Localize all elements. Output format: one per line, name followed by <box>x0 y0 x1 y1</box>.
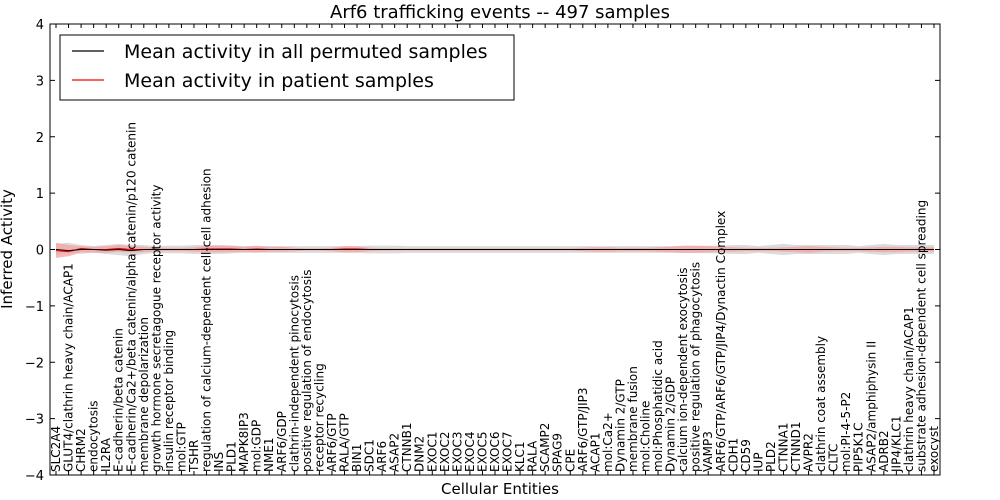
legend: Mean activity in all permuted samples Mea… <box>59 34 515 101</box>
x-tick-label: E-cadherin/Ca2+/beta catenin/alpha caten… <box>124 122 138 472</box>
x-tick-label: CHRM2 <box>74 428 88 472</box>
legend-box <box>59 34 515 101</box>
x-tick-label: CTNNA1 <box>777 422 791 472</box>
x-tick-label: JIP4/KLC1 <box>889 415 903 473</box>
x-tick-label: EXOC4 <box>463 432 477 473</box>
x-tick-label: EXOC7 <box>501 432 515 473</box>
x-tick-label: receptor recycling <box>312 363 326 472</box>
x-tick-label: CPE <box>563 449 577 472</box>
x-tick-label: SDC1 <box>363 439 377 472</box>
x-tick-label: Dynamin 2/GDP <box>664 377 678 472</box>
x-tick-label: ARF6/GTP/JIP3 <box>576 387 590 472</box>
x-tick-label: CLTC <box>827 444 841 472</box>
x-tick-label: endocytosis <box>87 400 101 472</box>
y-tick-label: 1 <box>36 187 44 202</box>
x-tick-label: positive regulation of phagocytosis <box>689 262 703 472</box>
x-tick-label: EXOC1 <box>425 432 439 473</box>
x-tick-label: membrane depolarization <box>137 317 151 472</box>
x-tick-label: PLD2 <box>764 441 778 472</box>
y-tick-label: 0 <box>36 244 44 259</box>
x-tick-label: PLD1 <box>225 441 239 472</box>
x-tick-label: ADRB2 <box>877 430 891 472</box>
legend-entry: Mean activity in patient samples <box>124 70 434 92</box>
x-tick-label: SCAMP2 <box>538 423 552 472</box>
x-tick-label: VAMP3 <box>701 431 715 472</box>
x-tick-label: ARF6/GTP/ARF6/GTP/JIP4/Dynactin Complex <box>714 211 728 472</box>
x-tick-label: RALA <box>526 440 540 472</box>
x-tick-label: EXOC2 <box>438 432 452 473</box>
x-tick-label: TSHR <box>187 440 201 473</box>
x-tick-label: ASAP2/amphiphysin II <box>864 341 878 472</box>
y-axis: −4 −3 −2 −1 0 1 2 3 4 <box>25 18 940 484</box>
x-tick-label: GLUT4/clathrin heavy chain/ACAP1 <box>62 263 76 472</box>
patient-band <box>56 242 934 258</box>
x-tick-label: regulation of calcium-dependent cell-cel… <box>200 168 214 472</box>
x-tick-label: IUP <box>751 452 765 472</box>
x-tick-label: CDH1 <box>726 438 740 472</box>
x-tick-label: CD59 <box>739 439 753 472</box>
y-tick-label: −3 <box>25 413 44 428</box>
plot-area <box>55 242 934 258</box>
x-tick-label: EXOC5 <box>476 432 490 473</box>
y-tick-label: −4 <box>25 469 44 484</box>
x-tick-label: ARF6/GTP <box>325 413 339 472</box>
x-tick-label: ASAP2 <box>388 433 402 472</box>
x-tick-label: growth hormone secretagogue receptor act… <box>149 185 163 472</box>
x-tick-label: clathrin-independent pinocytosis <box>287 275 301 472</box>
x-tick-label: ARF6 <box>375 441 389 472</box>
x-tick-label: positive regulation of endocytosis <box>300 269 314 472</box>
x-tick-label: substrate adhesion-dependent cell spread… <box>915 200 929 472</box>
x-tick-label: clathrin coat assembly <box>814 336 828 472</box>
x-axis-label: Cellular Entities <box>441 480 559 498</box>
x-tick-label: IL2RA <box>99 437 113 472</box>
x-tick-label: calcium ion-dependent exocytosis <box>676 268 690 473</box>
x-tick-label: mol:Ca2+ <box>601 412 615 472</box>
legend-entry: Mean activity in all permuted samples <box>124 41 487 63</box>
x-tick-label: mol:Phosphatidic acid <box>651 340 665 472</box>
x-tick-label: CTNNB1 <box>400 422 414 472</box>
x-tick-label: ACAP1 <box>588 433 602 472</box>
x-tick-label: PIP5K1C <box>852 422 866 472</box>
y-tick-label: 4 <box>36 18 44 33</box>
y-tick-label: 2 <box>36 131 44 146</box>
x-tick-label: EXOC3 <box>450 432 464 473</box>
x-tick-label: MAPK8IP3 <box>237 412 251 472</box>
x-tick-label: EXOC6 <box>488 432 502 473</box>
x-tick-label: Dynamin 2/GTP <box>613 379 627 472</box>
x-tick-label: BIN1 <box>350 444 364 472</box>
x-tick-label: DNM2 <box>413 436 427 472</box>
x-tick-label: mol:Choline <box>639 401 653 472</box>
x-tick-label: KLC1 <box>513 441 527 472</box>
x-tick-label: INS <box>212 452 226 472</box>
x-tick-label: SPAG9 <box>551 433 565 472</box>
chart-title: Arf6 trafficking events -- 497 samples <box>330 2 670 23</box>
x-tick-label: RALA/GTP <box>338 413 352 472</box>
x-tick-label: E-cadherin/beta catenin <box>112 328 126 472</box>
x-tick-label: NME1 <box>262 437 276 472</box>
x-tick-label: clathrin heavy chain/ACAP1 <box>902 306 916 472</box>
x-tick-label: AVPR2 <box>802 433 816 472</box>
x-tick-label: insulin receptor binding <box>162 330 176 472</box>
x-tick-label: ARF6/GDP <box>275 411 289 472</box>
permuted-series-line <box>55 248 934 252</box>
x-tick-label: membrane fusion <box>626 366 640 472</box>
x-tick-label: mol:GDP <box>250 420 264 472</box>
x-tick-label: SLC2A4 <box>49 426 63 472</box>
y-tick-label: 3 <box>36 74 44 89</box>
y-tick-label: −1 <box>25 300 44 315</box>
x-tick-label: exocyst <box>927 426 941 472</box>
x-tick-label: mol:PI-4-5-P2 <box>839 392 853 472</box>
x-tick-label: mol:GTP <box>174 422 188 472</box>
y-tick-label: −2 <box>25 356 44 371</box>
y-axis-label: Inferred Activity <box>0 189 16 309</box>
x-tick-label: CTNND1 <box>789 421 803 472</box>
